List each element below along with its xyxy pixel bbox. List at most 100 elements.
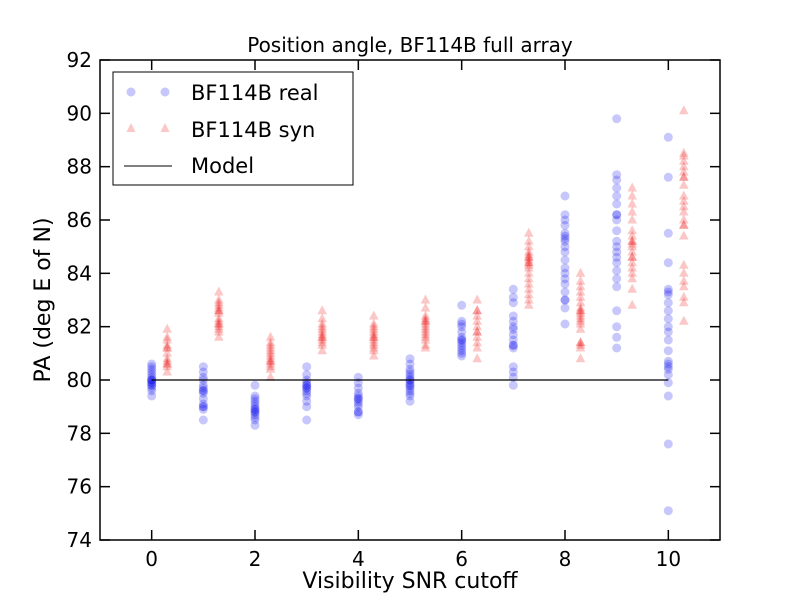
syn-point bbox=[369, 326, 379, 336]
syn-point bbox=[265, 363, 276, 373]
real-point bbox=[250, 410, 260, 420]
real-point bbox=[508, 324, 518, 334]
syn-point bbox=[317, 331, 327, 341]
real-point bbox=[353, 394, 363, 404]
syn-point bbox=[627, 238, 637, 248]
syn-point bbox=[317, 339, 327, 349]
syn-point bbox=[162, 358, 172, 368]
syn-point bbox=[524, 257, 534, 267]
syn-point bbox=[524, 273, 534, 283]
real-point bbox=[612, 266, 622, 276]
syn-point bbox=[679, 219, 689, 229]
syn-point bbox=[679, 155, 689, 165]
real-point bbox=[405, 386, 415, 396]
syn-point bbox=[679, 195, 689, 205]
syn-point bbox=[575, 313, 586, 323]
real-point bbox=[198, 402, 208, 412]
real-point bbox=[302, 383, 312, 393]
syn-point bbox=[420, 323, 431, 333]
real-point bbox=[560, 268, 570, 278]
y-tick-label: 78 bbox=[67, 421, 92, 445]
syn-point bbox=[679, 105, 689, 115]
real-point bbox=[508, 380, 518, 390]
real-point bbox=[457, 335, 467, 345]
syn-point bbox=[524, 299, 534, 309]
real-point bbox=[353, 383, 363, 393]
syn-point bbox=[524, 294, 534, 304]
real-point bbox=[612, 210, 622, 220]
syn-point bbox=[627, 190, 637, 200]
syn-point bbox=[524, 259, 534, 269]
real-point bbox=[508, 330, 518, 340]
real-point bbox=[663, 359, 673, 369]
syn-point bbox=[627, 198, 637, 208]
syn-point bbox=[679, 161, 689, 171]
real-point bbox=[457, 300, 467, 310]
real-point bbox=[302, 370, 312, 380]
syn-point bbox=[679, 230, 689, 240]
real-point bbox=[405, 364, 415, 374]
real-point bbox=[612, 332, 622, 342]
real-point bbox=[198, 415, 208, 425]
y-tick-label: 74 bbox=[67, 528, 92, 552]
real-point bbox=[147, 391, 157, 401]
real-point bbox=[198, 399, 208, 409]
real-point bbox=[250, 404, 260, 414]
syn-point bbox=[472, 305, 482, 315]
real-point bbox=[198, 362, 208, 372]
syn-point bbox=[575, 342, 586, 352]
syn-point bbox=[214, 305, 224, 315]
syn-point bbox=[317, 321, 327, 331]
real-point bbox=[612, 274, 622, 284]
syn-point bbox=[524, 262, 534, 272]
real-point bbox=[612, 170, 622, 180]
x-axis-label: Visibility SNR cutoff bbox=[302, 569, 518, 594]
syn-point bbox=[265, 353, 276, 363]
syn-point bbox=[162, 353, 172, 363]
real-point bbox=[663, 327, 673, 337]
syn-point bbox=[265, 331, 276, 341]
real-point bbox=[560, 287, 570, 297]
syn-point bbox=[679, 179, 689, 189]
real-point bbox=[353, 388, 363, 398]
syn-point bbox=[575, 267, 586, 277]
syn-point bbox=[679, 166, 689, 176]
syn-point bbox=[214, 297, 224, 307]
syn-point bbox=[575, 353, 586, 363]
syn-point bbox=[679, 214, 689, 224]
syn-point bbox=[627, 246, 637, 256]
real-point bbox=[457, 343, 467, 353]
syn-point bbox=[679, 315, 689, 325]
real-point bbox=[508, 284, 518, 294]
syn-point bbox=[627, 241, 637, 251]
real-point bbox=[250, 407, 260, 417]
real-point bbox=[147, 367, 157, 377]
real-point bbox=[250, 420, 260, 430]
syn-point bbox=[317, 326, 327, 336]
legend-real-label: BF114B real bbox=[191, 81, 318, 105]
syn-point bbox=[369, 321, 379, 331]
syn-point bbox=[420, 331, 431, 341]
syn-point bbox=[679, 267, 689, 277]
syn-point bbox=[575, 305, 586, 315]
syn-point bbox=[627, 251, 637, 261]
syn-point bbox=[420, 310, 431, 320]
real-point bbox=[457, 348, 467, 358]
syn-point bbox=[214, 307, 224, 317]
syn-point bbox=[369, 310, 379, 320]
real-point bbox=[663, 362, 673, 372]
syn-point bbox=[679, 297, 689, 307]
y-tick-label: 80 bbox=[67, 368, 92, 392]
plot-frame bbox=[99, 59, 721, 541]
real-point bbox=[560, 295, 570, 305]
syn-point bbox=[317, 305, 327, 315]
syn-point bbox=[627, 206, 637, 216]
real-point bbox=[560, 231, 570, 241]
syn-point bbox=[214, 305, 224, 315]
real-point bbox=[560, 228, 570, 238]
real-point bbox=[560, 220, 570, 230]
real-point bbox=[147, 359, 157, 369]
real-point bbox=[147, 386, 157, 396]
real-point bbox=[250, 412, 260, 422]
real-point bbox=[198, 402, 208, 412]
